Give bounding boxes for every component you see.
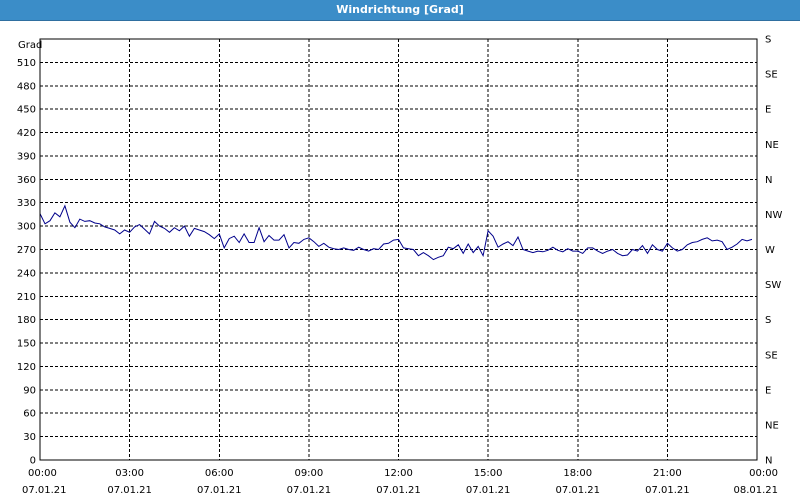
y-tick-label: 270 xyxy=(17,245,36,256)
y2-tick-label: N xyxy=(765,456,772,467)
y2-tick-label: SW xyxy=(765,280,781,291)
y-tick-label: 450 xyxy=(17,105,36,116)
y-tick-label: 30 xyxy=(23,432,36,443)
y-tick-label: 480 xyxy=(17,81,36,92)
plot-frame xyxy=(39,38,758,461)
x-tick-date: 07.01.21 xyxy=(555,485,600,496)
y-tick-label: 180 xyxy=(17,315,36,326)
x-tick-time: 18:00 xyxy=(563,468,592,479)
y-axis-label: Grad xyxy=(18,40,42,51)
y-tick-label: 510 xyxy=(17,58,36,69)
y2-tick-label: NW xyxy=(765,210,782,221)
y-tick-label: 420 xyxy=(17,128,36,139)
y2-tick-label: SE xyxy=(765,350,778,361)
x-tick-time: 00:00 xyxy=(28,468,57,479)
y2-tick-label: SE xyxy=(765,70,778,81)
y2-tick-label: NE xyxy=(765,140,779,151)
y2-tick-label: NE xyxy=(765,420,779,431)
x-tick-time: 15:00 xyxy=(474,468,503,479)
y2-tick-label: E xyxy=(765,105,771,116)
x-tick-time: 03:00 xyxy=(115,468,144,479)
x-tick-date: 07.01.21 xyxy=(287,485,332,496)
y-tick-label: 210 xyxy=(17,292,36,303)
x-tick-date: 07.01.21 xyxy=(376,485,421,496)
y-tick-label: 330 xyxy=(17,198,36,209)
x-tick-date: 07.01.21 xyxy=(197,485,242,496)
x-tick-date: 07.01.21 xyxy=(22,485,67,496)
x-tick-date: 08.01.21 xyxy=(733,485,778,496)
wind-direction-line xyxy=(39,204,753,261)
y2-tick-label: E xyxy=(765,385,771,396)
y-tick-label: 360 xyxy=(17,175,36,186)
x-tick-time: 12:00 xyxy=(384,468,413,479)
y-tick-label: 240 xyxy=(17,268,36,279)
x-tick-time: 06:00 xyxy=(205,468,234,479)
y-tick-label: 60 xyxy=(23,409,36,420)
y-tick-label: 150 xyxy=(17,339,36,350)
y2-tick-label: S xyxy=(765,35,771,46)
y2-tick-label: S xyxy=(765,315,771,326)
y2-tick-label: W xyxy=(765,245,775,256)
x-tick-time: 09:00 xyxy=(294,468,323,479)
y-tick-label: 390 xyxy=(17,151,36,162)
y-tick-label: 0 xyxy=(30,456,36,467)
x-tick-time: 21:00 xyxy=(653,468,682,479)
y-tick-label: 300 xyxy=(17,222,36,233)
chart-title: Windrichtung [Grad] xyxy=(0,0,800,21)
x-tick-time: 00:00 xyxy=(749,468,778,479)
x-tick-date: 07.01.21 xyxy=(645,485,690,496)
y-tick-label: 120 xyxy=(17,362,36,373)
y2-tick-label: N xyxy=(765,175,772,186)
x-tick-date: 07.01.21 xyxy=(466,485,511,496)
y-tick-label: 90 xyxy=(23,385,36,396)
x-tick-date: 07.01.21 xyxy=(107,485,152,496)
